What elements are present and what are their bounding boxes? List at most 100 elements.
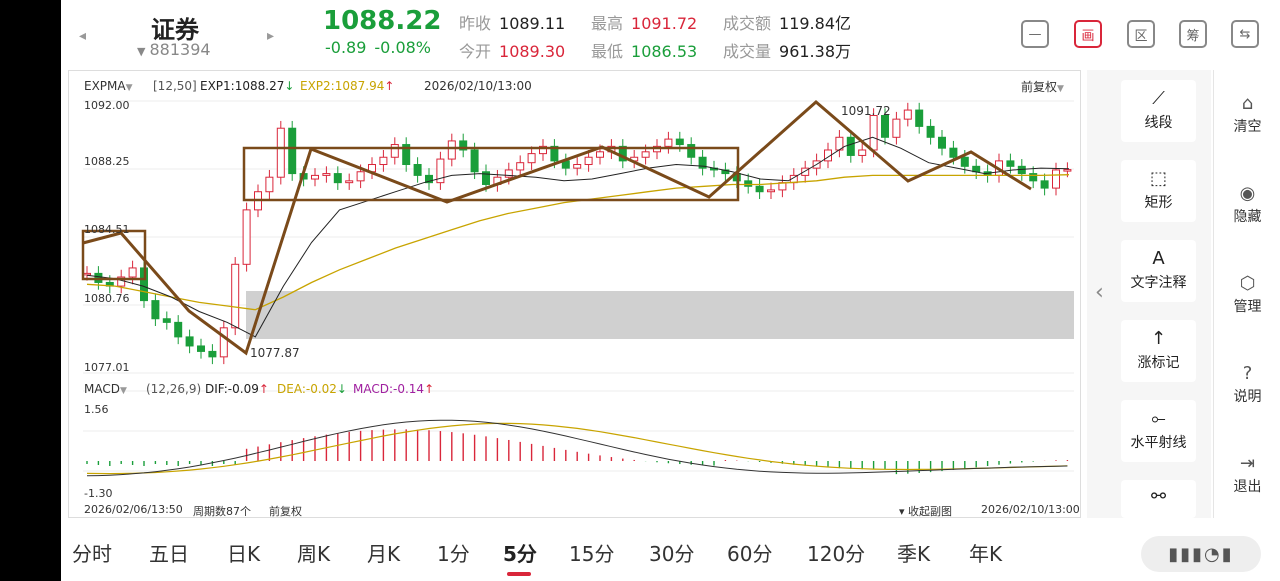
candle-body (345, 180, 354, 184)
annotation-trend-line (82, 100, 1032, 356)
change-pct: -0.08% (374, 38, 432, 57)
tool-more[interactable]: ⚯ (1121, 480, 1196, 518)
eye-icon: ◉ (1239, 183, 1256, 204)
candle-body (219, 327, 228, 358)
candle-body (231, 263, 240, 329)
macd-up-arrow-icon: ↑ (424, 382, 435, 396)
chip-icon[interactable]: 筹 (1179, 20, 1207, 48)
volume-value: 961.38万 (779, 42, 852, 61)
macd-value-label: MACD:-0.14↑ (353, 382, 434, 396)
tool-segment[interactable]: ⟋ 线段 (1121, 80, 1196, 142)
dif-up-arrow-icon: ↑ (258, 382, 269, 396)
tab-1min[interactable]: 1分 (437, 542, 470, 566)
tool-rectangle[interactable]: ⬚ 矩形 (1121, 160, 1196, 222)
candle-body (938, 136, 946, 149)
rectangle-icon: ⬚ (1149, 168, 1167, 189)
high-label: 最高 (591, 14, 624, 33)
tab-season-k[interactable]: 季K (897, 542, 931, 566)
candle-body (482, 171, 490, 185)
candle-body (767, 189, 775, 193)
drawing-actions-panel: ⌂ 清空 ◉ 隐藏 ⬡ 管理 ? 说明 ⇥ 退出 (1213, 70, 1280, 518)
amount-value: 119.84亿 (779, 14, 852, 33)
more-menu-icon[interactable]: ▮▮▮◔▮ (1141, 536, 1261, 572)
low-value: 1086.53 (631, 42, 698, 61)
candle-body (459, 140, 468, 151)
active-tab-indicator (507, 572, 531, 576)
exp1-text: EXP1:1088.27 (200, 79, 285, 93)
exp2-label: EXP2:1087.94↑ (300, 79, 394, 93)
prev-close-stat: 昨收 1089.11 (459, 10, 565, 34)
amount-label: 成交额 (723, 14, 772, 33)
candle-body (288, 127, 297, 175)
candle-body (276, 127, 285, 178)
tab-day-k[interactable]: 日K (227, 542, 261, 566)
y-label-3: 1080.76 (84, 292, 130, 305)
tab-30min[interactable]: 30分 (649, 542, 695, 566)
tab-month-k[interactable]: 月K (367, 542, 401, 566)
low-mark-label: 1077.87 (250, 346, 300, 360)
candle-body (265, 176, 274, 193)
rotate-icon[interactable]: ⇆ (1231, 20, 1259, 48)
dea-line (86, 422, 1068, 475)
candle-body (197, 345, 205, 352)
candle-body (846, 136, 855, 156)
more-tools-icon: ⚯ (1150, 486, 1167, 507)
candle-body (379, 156, 388, 166)
tab-year-k[interactable]: 年K (969, 542, 1003, 566)
dea-text: DEA:-0.02 (277, 382, 337, 396)
prev-stock-arrow-icon[interactable]: ◂ (79, 28, 87, 44)
hide-label: 隐藏 (1233, 209, 1262, 225)
adjust-select[interactable]: 前复权▼ (1021, 78, 1064, 95)
help-button[interactable]: ? 说明 (1214, 362, 1280, 406)
macd-params: (12,26,9) (146, 382, 202, 396)
collapse-tools-arrow-icon[interactable]: ‹ (1095, 280, 1104, 305)
candle-body (504, 169, 513, 178)
hide-button[interactable]: ◉ 隐藏 (1214, 182, 1280, 226)
tool-text-note[interactable]: A 文字注释 (1121, 240, 1196, 302)
chart-panel[interactable]: EXPMA▼ [12,50] EXP1:1088.27↓ EXP2:1087.9… (68, 70, 1081, 518)
candle-body (447, 140, 456, 160)
stock-code[interactable]: ▼ 881394 (137, 40, 211, 59)
tab-15min[interactable]: 15分 (569, 542, 615, 566)
tab-intraday[interactable]: 分时 (72, 542, 112, 566)
candle-body (550, 145, 559, 162)
clear-button[interactable]: ⌂ 清空 (1214, 92, 1280, 136)
open-stat: 今开 1089.30 (459, 38, 565, 62)
tab-60min[interactable]: 60分 (727, 542, 773, 566)
exp1-down-arrow-icon: ↓ (284, 79, 295, 93)
zone-icon[interactable]: 区 (1127, 20, 1155, 48)
segment-icon: ⟋ (1152, 88, 1165, 109)
collapse-text: 收起副图 (908, 505, 953, 518)
indicator-params: [12,50] (153, 79, 197, 93)
tab-five-day[interactable]: 五日 (149, 542, 189, 566)
candle-body (174, 321, 183, 338)
tool-horizontal-ray[interactable]: ⟜ 水平射线 (1121, 400, 1196, 462)
collapse-subchart-button[interactable]: ▾ 收起副图 (899, 503, 952, 519)
kline-chart (81, 100, 1074, 477)
indicator-select[interactable]: EXPMA▼ (84, 79, 133, 93)
candle-body (1040, 180, 1049, 189)
tab-week-k[interactable]: 周K (297, 542, 331, 566)
macd-select[interactable]: MACD▼ (84, 382, 127, 396)
next-stock-arrow-icon[interactable]: ▸ (267, 28, 275, 44)
help-label: 说明 (1233, 389, 1262, 405)
tool-up-mark[interactable]: ↑ 涨标记 (1121, 320, 1196, 382)
minus-icon[interactable]: — (1021, 20, 1049, 48)
low-stat: 最低 1086.53 (591, 38, 697, 62)
manage-label: 管理 (1233, 299, 1262, 315)
candle-body (892, 118, 901, 138)
tab-120min[interactable]: 120分 (807, 542, 866, 566)
draw-icon[interactable]: 画 (1074, 20, 1102, 48)
stock-code-text: 881394 (149, 40, 211, 59)
candle-body (926, 125, 935, 138)
manage-button[interactable]: ⬡ 管理 (1214, 272, 1280, 316)
dif-text: DIF:-0.09 (205, 382, 259, 396)
caret-down-icon: ▼ (137, 45, 146, 58)
candle-body (858, 149, 867, 156)
tool-horizontal-ray-label: 水平射线 (1130, 435, 1187, 451)
drawing-tools-panel: ‹ ⟋ 线段 ⬚ 矩形 A 文字注释 ↑ 涨标记 ⟜ 水平射线 ⚯ (1087, 70, 1211, 518)
tab-5min[interactable]: 5分 (503, 542, 537, 566)
exit-button[interactable]: ⇥ 退出 (1214, 452, 1280, 496)
candle-body (641, 151, 650, 158)
indicator-caret-icon: ▼ (125, 83, 133, 93)
